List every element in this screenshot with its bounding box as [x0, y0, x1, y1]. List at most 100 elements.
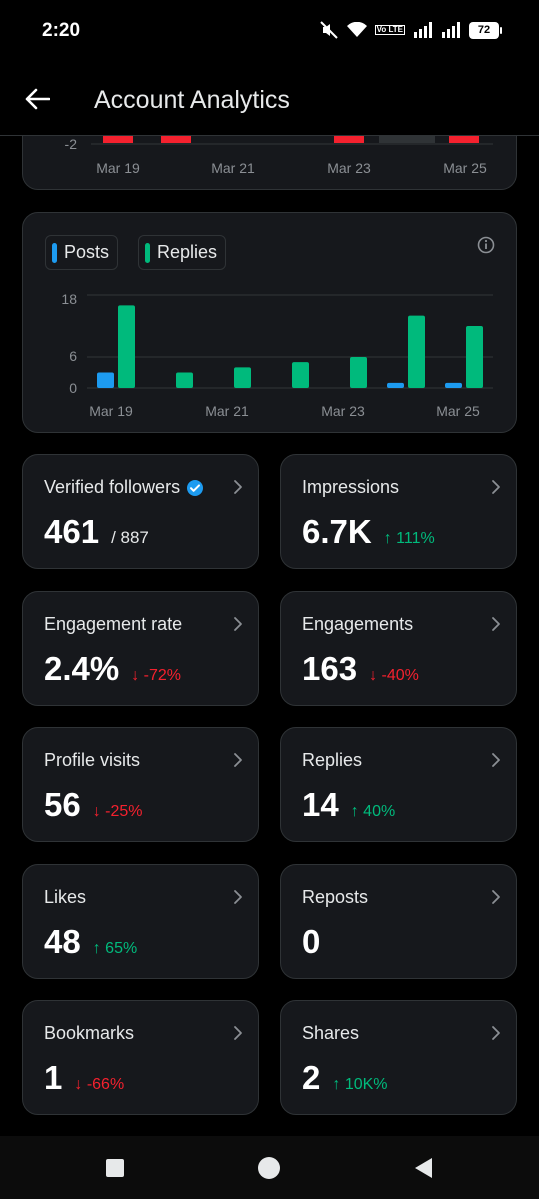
metric-card-shares[interactable]: Shares 2 ↑ 10K%: [280, 1000, 517, 1115]
metric-value-row: 6.7K ↑ 111%: [302, 513, 435, 551]
metric-value-row: 1 ↓ -66%: [44, 1059, 124, 1097]
metric-value: 2.4%: [44, 650, 120, 687]
legend-replies-label: Replies: [157, 242, 218, 262]
x-label-2: Mar 21: [205, 403, 249, 419]
metric-label-row: Reposts: [302, 887, 368, 908]
bar-replies-mar-21: [234, 367, 251, 388]
metric-change-value: 40%: [363, 803, 396, 820]
growth-x-label-1: Mar 19: [96, 160, 140, 176]
bar-posts-mar-19: [97, 372, 114, 388]
bar-replies-mar-19: [118, 305, 135, 388]
metric-label: Verified followers: [44, 477, 181, 497]
activity-chart: 18 6 0 Mar 19 Mar 21 Mar 23 Mar 25: [61, 291, 493, 419]
bar-posts-mar-24: [387, 382, 404, 388]
chevron-right-icon: [492, 480, 500, 494]
metric-value-row: 0: [302, 923, 320, 961]
bar-replies-mar-25: [466, 326, 483, 388]
status-icons: Vo LTE 72: [319, 20, 502, 40]
bar-replies-mar-20: [176, 372, 193, 388]
metric-label: Shares: [302, 1023, 360, 1043]
metric-value-row: 163 ↓ -40%: [302, 650, 419, 688]
bar-posts-mar-25: [445, 382, 462, 388]
metric-card-bookmarks[interactable]: Bookmarks 1 ↓ -66%: [22, 1000, 259, 1115]
metric-change: ↑ 111%: [384, 530, 435, 548]
growth-x-label-2: Mar 21: [211, 160, 255, 176]
metric-change-value: -66%: [86, 1076, 125, 1093]
legend-posts[interactable]: Posts: [45, 235, 119, 270]
metric-label-row: Profile visits: [44, 750, 140, 771]
metric-card-profile-visits[interactable]: Profile visits 56 ↓ -25%: [22, 727, 259, 842]
arrow-down-icon: ↓: [92, 803, 101, 820]
metric-change-value: -72%: [143, 667, 182, 684]
metric-label: Impressions: [302, 477, 400, 497]
metric-change: ↑ 10K%: [332, 1076, 387, 1094]
metric-label-row: Verified followers: [44, 477, 204, 498]
x-label-1: Mar 19: [89, 403, 133, 419]
chevron-right-icon: [234, 617, 242, 631]
metric-value: 6.7K: [302, 513, 372, 550]
legend-posts-label: Posts: [64, 242, 110, 262]
legend-posts-swatch: [52, 242, 57, 263]
chevron-right-icon: [492, 617, 500, 631]
metric-label: Bookmarks: [44, 1023, 135, 1043]
metric-card-engagements[interactable]: Engagements 163 ↓ -40%: [280, 591, 517, 706]
metric-value: 163: [302, 650, 358, 687]
mute-icon: [319, 21, 338, 39]
metric-change: ↑ 40%: [351, 803, 395, 821]
chevron-right-icon: [492, 890, 500, 904]
signal-icon-1: [414, 22, 432, 38]
metric-value: 14: [302, 786, 339, 823]
chevron-right-icon: [492, 1026, 500, 1040]
metric-value: 48: [44, 923, 81, 960]
metric-card-replies[interactable]: Replies 14 ↑ 40%: [280, 727, 517, 842]
arrow-down-icon: ↓: [369, 667, 378, 684]
arrow-down-icon: ↓: [131, 667, 140, 684]
home-button[interactable]: [257, 1156, 281, 1180]
metric-change: ↓ -72%: [131, 667, 181, 685]
chevron-right-icon: [234, 1026, 242, 1040]
system-nav-bar: [0, 1136, 539, 1199]
arrow-down-icon: ↓: [74, 1076, 83, 1093]
y-tick-18: 18: [61, 291, 77, 307]
activity-chart-card: Posts Replies 18 6 0 Mar 19 Mar 21 Mar 2…: [22, 212, 517, 433]
metric-change: ↓ -25%: [93, 803, 143, 821]
header: Account Analytics: [0, 62, 539, 136]
recents-button[interactable]: [103, 1156, 127, 1180]
metric-label-row: Shares: [302, 1023, 359, 1044]
metric-change-value: -40%: [381, 667, 419, 684]
legend-replies[interactable]: Replies: [138, 235, 227, 270]
metric-label-row: Bookmarks: [44, 1023, 134, 1044]
growth-y-tick: -2: [65, 136, 78, 152]
metric-change-value: 111%: [396, 530, 435, 547]
metric-card-verified-followers[interactable]: Verified followers 461 / 887: [22, 454, 259, 569]
back-nav-button[interactable]: [412, 1156, 436, 1180]
y-tick-6: 6: [69, 348, 77, 364]
x-label-3: Mar 23: [321, 403, 365, 419]
bar-replies-mar-22: [292, 362, 309, 388]
bar-replies-mar-24: [408, 315, 425, 388]
metric-change-value: 10K%: [344, 1076, 388, 1093]
signal-icon-2: [442, 22, 460, 38]
y-tick-0: 0: [69, 380, 77, 396]
metric-change: ↑ 65%: [93, 940, 137, 958]
metric-label: Profile visits: [44, 750, 141, 770]
volte-icon: Vo LTE: [374, 25, 405, 35]
metric-value-row: 56 ↓ -25%: [44, 786, 143, 824]
back-button[interactable]: [22, 84, 52, 114]
metric-card-engagement-rate[interactable]: Engagement rate 2.4% ↓ -72%: [22, 591, 259, 706]
chevron-right-icon: [234, 480, 242, 494]
metric-card-reposts[interactable]: Reposts 0: [280, 864, 517, 979]
page-title: Account Analytics: [94, 86, 290, 114]
metric-label-row: Engagements: [302, 614, 413, 635]
info-icon[interactable]: [476, 235, 496, 255]
arrow-up-icon: ↑: [350, 803, 359, 820]
growth-x-label-3: Mar 23: [327, 160, 371, 176]
metric-total: / 887: [111, 528, 149, 547]
arrow-up-icon: ↑: [332, 1076, 341, 1093]
legend-replies-swatch: [145, 242, 151, 263]
x-label-4: Mar 25: [436, 403, 480, 419]
bar-replies-mar-23: [350, 357, 367, 388]
metric-label: Replies: [302, 750, 363, 770]
metric-card-impressions[interactable]: Impressions 6.7K ↑ 111%: [280, 454, 517, 569]
metric-card-likes[interactable]: Likes 48 ↑ 65%: [22, 864, 259, 979]
